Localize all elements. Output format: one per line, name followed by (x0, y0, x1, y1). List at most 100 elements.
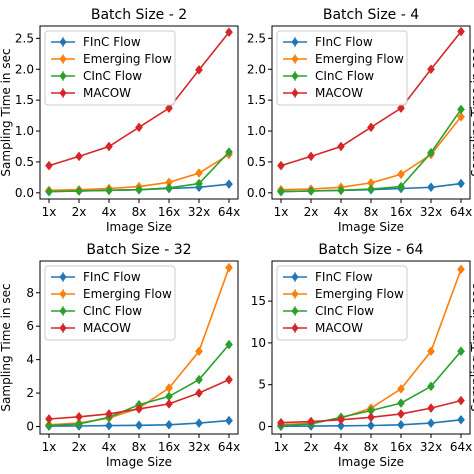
data-point (367, 184, 375, 195)
legend-box (44, 265, 176, 341)
y-tick-label: 0.5 (247, 155, 266, 169)
chart-title: Batch Size - 2 (91, 7, 187, 23)
legend-marker (291, 306, 299, 316)
legend-marker (59, 272, 67, 282)
subplot-2: Batch Size - 4 0.0 0.5 1.0 1.5 2.0 2.5 1x 2x 4x 8x… (247, 7, 474, 234)
data-point (45, 414, 53, 424)
legend-marker (291, 37, 299, 47)
x-tick-label: 16x (158, 440, 180, 454)
data-point (165, 419, 173, 430)
chart-title: Batch Size - 64 (318, 242, 423, 258)
data-point (457, 104, 465, 115)
data-point (397, 398, 405, 408)
x-tick-label: 32x (420, 205, 442, 219)
x-tick-label: 16x (390, 205, 412, 219)
y-tick-label: 1.0 (15, 124, 34, 138)
legend-entry: Emerging Flow (83, 52, 172, 66)
legend-marker (291, 289, 299, 299)
data-point (195, 388, 203, 398)
data-point (457, 111, 465, 122)
legend-entry: FInC Flow (83, 270, 141, 284)
y-tick-label: 8 (26, 286, 34, 300)
data-point (195, 168, 203, 178)
x-tick-label: 8x (364, 205, 379, 219)
data-point (427, 346, 435, 357)
legend-marker (291, 88, 299, 98)
chart-title: Batch Size - 4 (323, 7, 419, 23)
x-tick-label: 8x (132, 440, 147, 454)
x-tick-label: 32x (188, 440, 210, 454)
data-point (195, 346, 203, 357)
y-tick-label: 2 (26, 386, 34, 400)
data-point (135, 184, 143, 195)
x-tick-label: 16x (158, 205, 180, 219)
legend-entry: MACOW (83, 321, 131, 335)
y-tick-label: 0 (26, 419, 34, 433)
data-point (165, 103, 173, 114)
data-point (105, 185, 113, 196)
legend-marker (291, 272, 299, 282)
data-point (45, 160, 53, 171)
data-point (105, 409, 113, 419)
data-point (457, 26, 465, 37)
data-point (75, 419, 83, 429)
data-point (307, 151, 315, 162)
data-point (225, 415, 233, 426)
x-tick-label: 4x (334, 205, 349, 219)
data-point (397, 103, 405, 114)
legend-box (44, 30, 176, 106)
x-axis-label: Image Size (106, 220, 172, 234)
legend-marker (59, 54, 67, 64)
data-point (165, 182, 173, 193)
data-point (457, 414, 465, 425)
legend-marker (59, 289, 67, 299)
legend-box (276, 30, 408, 106)
y-tick-label: 2.0 (247, 62, 266, 76)
data-point (277, 417, 285, 428)
x-tick-label: 1x (274, 440, 289, 454)
legend-entry: FInC Flow (315, 35, 373, 49)
subplot-4: Batch Size - 64 0 5 10 15 1x 2x 4x 8x 16x 32x 64x Im… (251, 242, 474, 469)
legend-marker (59, 37, 67, 47)
data-point (135, 404, 143, 414)
legend-marker (291, 323, 299, 333)
data-point (135, 122, 143, 133)
data-point (457, 395, 465, 406)
legend-marker (291, 54, 299, 64)
x-axis-label: Image Size (106, 455, 172, 469)
data-point (135, 420, 143, 431)
data-point (45, 420, 53, 431)
legend-entry: CInC Flow (83, 304, 142, 318)
x-tick-label: 2x (72, 440, 87, 454)
x-tick-label: 8x (364, 440, 379, 454)
y-tick-label: 2.0 (15, 62, 34, 76)
data-point (337, 420, 345, 431)
x-tick-label: 4x (102, 205, 117, 219)
data-point (457, 178, 465, 189)
legend-marker (59, 323, 67, 333)
x-tick-label: 32x (188, 205, 210, 219)
y-tick-label: 2.5 (247, 31, 266, 45)
y-tick-label: 0.0 (15, 186, 34, 200)
data-point (397, 181, 405, 192)
y-tick-label: 0.0 (247, 186, 266, 200)
data-point (337, 141, 345, 152)
data-point (105, 420, 113, 431)
data-point (75, 411, 83, 422)
subplot-1: Batch Size - 2 0.0 0.5 1.0 1.5 2.0 2.5 1x 2x 4x 8x… (0, 7, 240, 234)
y-tick-label: 1.0 (247, 124, 266, 138)
data-point (337, 414, 345, 425)
data-point (367, 122, 375, 133)
y-tick-label: 1.5 (247, 93, 266, 107)
data-point (457, 264, 465, 275)
x-tick-label: 16x (390, 440, 412, 454)
y-tick-label: 0 (258, 419, 266, 433)
data-point (367, 420, 375, 431)
subplot-3: Batch Size - 32 0 2 4 6 8 1x 2x 4x 8x 16x 32x 64x Ima… (0, 242, 240, 469)
x-tick-label: 4x (334, 440, 349, 454)
data-point (45, 186, 53, 197)
data-point (427, 418, 435, 429)
data-point (225, 147, 233, 157)
data-point (307, 416, 315, 427)
